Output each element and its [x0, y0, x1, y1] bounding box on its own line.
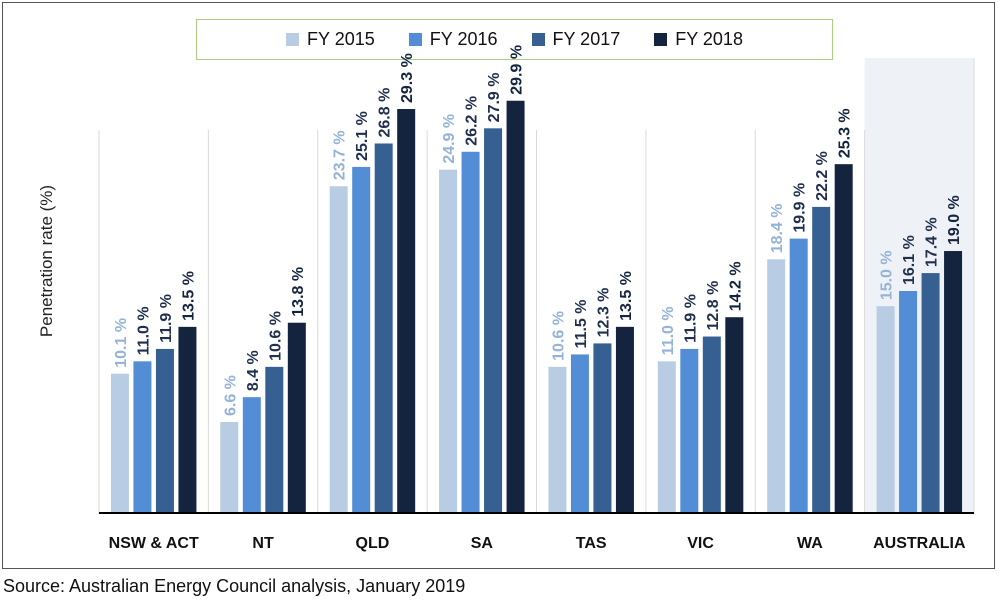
legend-item-fy-2016: FY 2016 [408, 29, 498, 50]
data-label-wa-fy-2018: 25.3 % [837, 108, 854, 158]
category-label-nsw-and-act: NSW & ACT [109, 535, 199, 552]
bar-nsw-and-act-fy-2016 [133, 361, 152, 513]
bar-wa-fy-2017 [812, 206, 831, 513]
bar-sa-fy-2018 [506, 100, 525, 513]
data-label-australia-fy-2015: 15.0 % [879, 250, 896, 300]
bar-sa-fy-2017 [484, 128, 503, 513]
bar-nsw-and-act-fy-2018 [178, 326, 197, 513]
chart-legend: FY 2015 FY 2016 FY 2017 FY 2018 [196, 19, 833, 60]
category-label-wa: WA [797, 535, 823, 552]
legend-label: FY 2017 [552, 29, 621, 49]
data-label-qld-fy-2017: 26.8 % [377, 88, 394, 138]
data-label-sa-fy-2018: 29.9 % [509, 45, 526, 95]
data-label-nsw-and-act-fy-2016: 11.0 % [135, 306, 152, 355]
bar-australia-fy-2015 [876, 306, 895, 513]
bar-qld-fy-2016 [352, 166, 371, 513]
category-label-qld: QLD [356, 535, 390, 552]
data-label-qld-fy-2015: 23.7 % [332, 130, 349, 180]
data-label-nsw-and-act-fy-2017: 11.9 % [158, 294, 175, 343]
data-label-tas-fy-2018: 13.5 % [618, 271, 635, 321]
data-label-vic-fy-2015: 11.0 % [660, 306, 677, 355]
bar-nsw-and-act-fy-2015 [110, 373, 129, 513]
bar-nt-fy-2016 [242, 397, 261, 513]
bar-australia-fy-2017 [921, 273, 940, 513]
bar-tas-fy-2017 [593, 343, 612, 513]
legend-item-fy-2018: FY 2018 [654, 29, 743, 50]
legend-label: FY 2015 [307, 29, 375, 49]
data-label-wa-fy-2017: 22.2 % [814, 151, 831, 201]
legend-item-fy-2015: FY 2015 [286, 29, 375, 50]
bar-wa-fy-2016 [789, 238, 808, 513]
data-label-australia-fy-2017: 17.4 % [924, 217, 941, 267]
data-label-wa-fy-2016: 19.9 % [792, 183, 809, 233]
bar-qld-fy-2018 [397, 109, 416, 514]
bar-nt-fy-2018 [287, 322, 306, 513]
bar-australia-fy-2018 [944, 251, 963, 513]
data-label-tas-fy-2016: 11.5 % [573, 300, 590, 349]
data-label-australia-fy-2016: 16.1 % [901, 235, 918, 285]
data-label-nt-fy-2015: 6.6 % [222, 375, 239, 416]
data-label-nt-fy-2017: 10.6 % [267, 311, 284, 361]
bar-wa-fy-2018 [834, 164, 853, 513]
bar-tas-fy-2016 [570, 354, 589, 513]
data-label-nsw-and-act-fy-2015: 10.1 % [113, 318, 130, 368]
data-label-vic-fy-2018: 14.2 % [727, 261, 744, 311]
legend-swatch [654, 33, 668, 46]
bar-vic-fy-2015 [657, 361, 676, 513]
data-label-vic-fy-2017: 12.8 % [705, 281, 722, 331]
legend-swatch [286, 33, 300, 46]
category-label-nt: NT [252, 535, 274, 552]
bar-vic-fy-2016 [680, 348, 699, 513]
data-label-sa-fy-2017: 27.9 % [486, 73, 503, 123]
legend-swatch [408, 33, 422, 46]
chart-frame: FY 2015 FY 2016 FY 2017 FY 2018 Penetration… [2, 2, 995, 569]
data-label-qld-fy-2016: 25.1 % [354, 111, 371, 161]
bar-nt-fy-2015 [220, 422, 239, 513]
legend-item-fy-2017: FY 2017 [531, 29, 621, 50]
bar-sa-fy-2015 [439, 169, 458, 513]
bar-qld-fy-2017 [374, 143, 393, 513]
bar-sa-fy-2016 [461, 151, 480, 513]
bar-nsw-and-act-fy-2017 [155, 348, 174, 513]
bar-nt-fy-2017 [265, 366, 284, 513]
data-label-sa-fy-2016: 26.2 % [464, 96, 481, 146]
bar-tas-fy-2015 [548, 366, 567, 513]
bar-qld-fy-2015 [329, 186, 348, 513]
data-label-wa-fy-2015: 18.4 % [769, 203, 786, 253]
bar-wa-fy-2015 [767, 259, 786, 513]
data-label-nsw-and-act-fy-2018: 13.5 % [180, 271, 197, 321]
bar-vic-fy-2017 [702, 336, 721, 513]
legend-label: FY 2016 [429, 29, 498, 49]
legend-swatch [531, 33, 545, 46]
data-label-nt-fy-2018: 13.8 % [290, 267, 307, 317]
data-label-tas-fy-2017: 12.3 % [595, 288, 612, 338]
source-note: Source: Australian Energy Council analys… [3, 576, 466, 596]
category-label-tas: TAS [576, 535, 607, 552]
data-label-qld-fy-2018: 29.3 % [399, 53, 416, 103]
legend-label: FY 2018 [675, 29, 743, 49]
bar-australia-fy-2016 [899, 291, 918, 513]
data-label-sa-fy-2015: 24.9 % [441, 114, 458, 164]
data-label-vic-fy-2016: 11.9 % [682, 294, 699, 343]
category-label-vic: VIC [687, 535, 714, 552]
bar-tas-fy-2018 [615, 326, 634, 513]
bar-vic-fy-2018 [725, 317, 744, 513]
data-label-nt-fy-2016: 8.4 % [245, 350, 262, 391]
category-label-sa: SA [471, 535, 494, 552]
data-label-australia-fy-2018: 19.0 % [946, 195, 963, 245]
category-label-australia: AUSTRALIA [873, 535, 966, 552]
data-label-tas-fy-2015: 10.6 % [550, 311, 567, 361]
